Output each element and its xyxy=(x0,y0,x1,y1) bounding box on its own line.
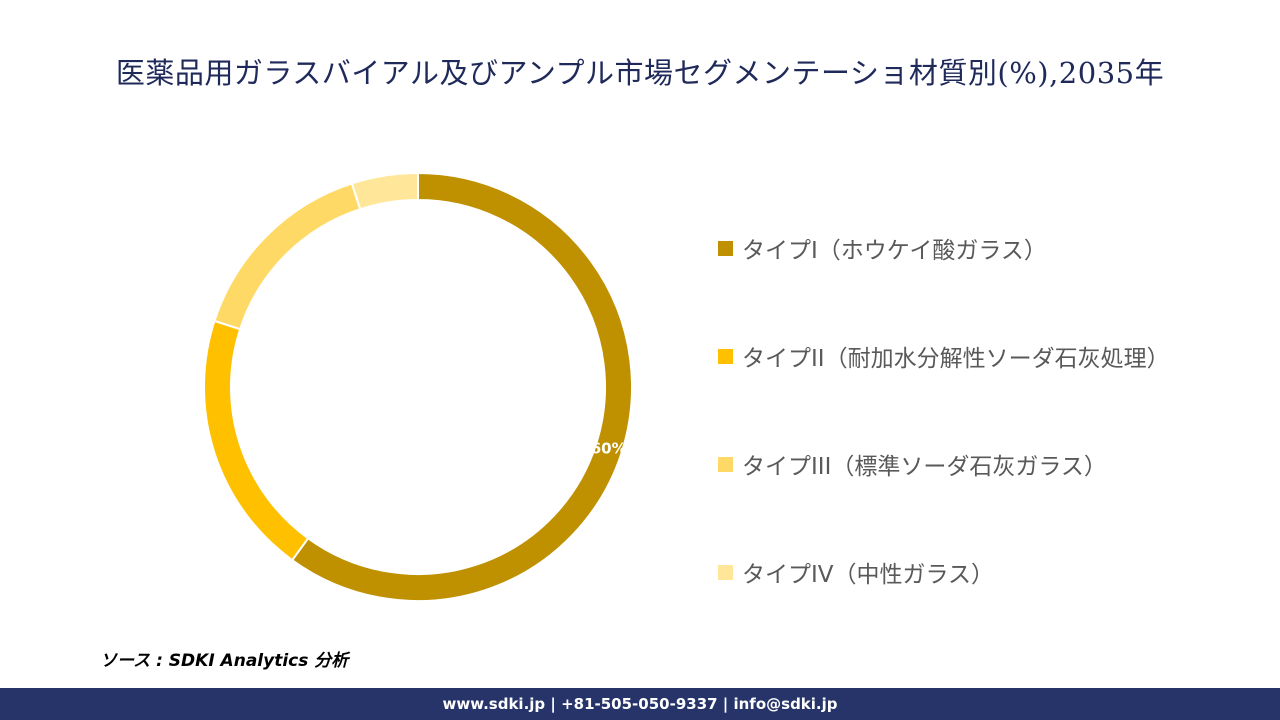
donut-slices xyxy=(203,171,633,602)
donut-slice-4 xyxy=(350,171,419,211)
donut-data-labels: 60% xyxy=(591,439,627,457)
donut-slice-2 xyxy=(203,319,310,562)
footer-contact-text: www.sdki.jp | +81-505-050-9337 | info@sd… xyxy=(442,695,838,713)
legend-item-type-1: タイプI（ホウケイ酸ガラス） xyxy=(718,231,1047,265)
donut-slice-1 xyxy=(290,171,633,602)
legend-label-type-4: タイプIV（中性ガラス） xyxy=(742,562,995,588)
footer-bar: www.sdki.jp | +81-505-050-9337 | info@sd… xyxy=(0,688,1280,720)
legend-item-type-2: タイプII（耐加水分解性ソーダ石灰処理） xyxy=(718,339,1170,373)
legend-label-type-1: タイプI（ホウケイ酸ガラス） xyxy=(742,238,1047,264)
legend-swatch-type-2 xyxy=(718,348,733,364)
data-label-slice-1: 60% xyxy=(591,439,627,457)
legend-swatch-type-4 xyxy=(718,564,733,580)
source-note: ソース : SDKI Analytics 分析 xyxy=(100,651,349,671)
legend-item-type-4: タイプIV（中性ガラス） xyxy=(718,555,994,589)
legend-swatch-type-3 xyxy=(718,456,733,472)
legend-label-type-2: タイプII（耐加水分解性ソーダ石灰処理） xyxy=(742,346,1170,372)
chart-title: 医薬品用ガラスバイアル及びアンプル市場セグメンテーショ材質別(%),2035年 xyxy=(115,56,1165,90)
donut-chart: 60% xyxy=(203,171,633,602)
donut-slice-3 xyxy=(213,182,362,331)
legend-label-type-3: タイプIII（標準ソーダ石灰ガラス） xyxy=(742,454,1107,480)
legend-item-type-3: タイプIII（標準ソーダ石灰ガラス） xyxy=(718,447,1107,481)
legend-swatch-type-1 xyxy=(718,240,733,256)
